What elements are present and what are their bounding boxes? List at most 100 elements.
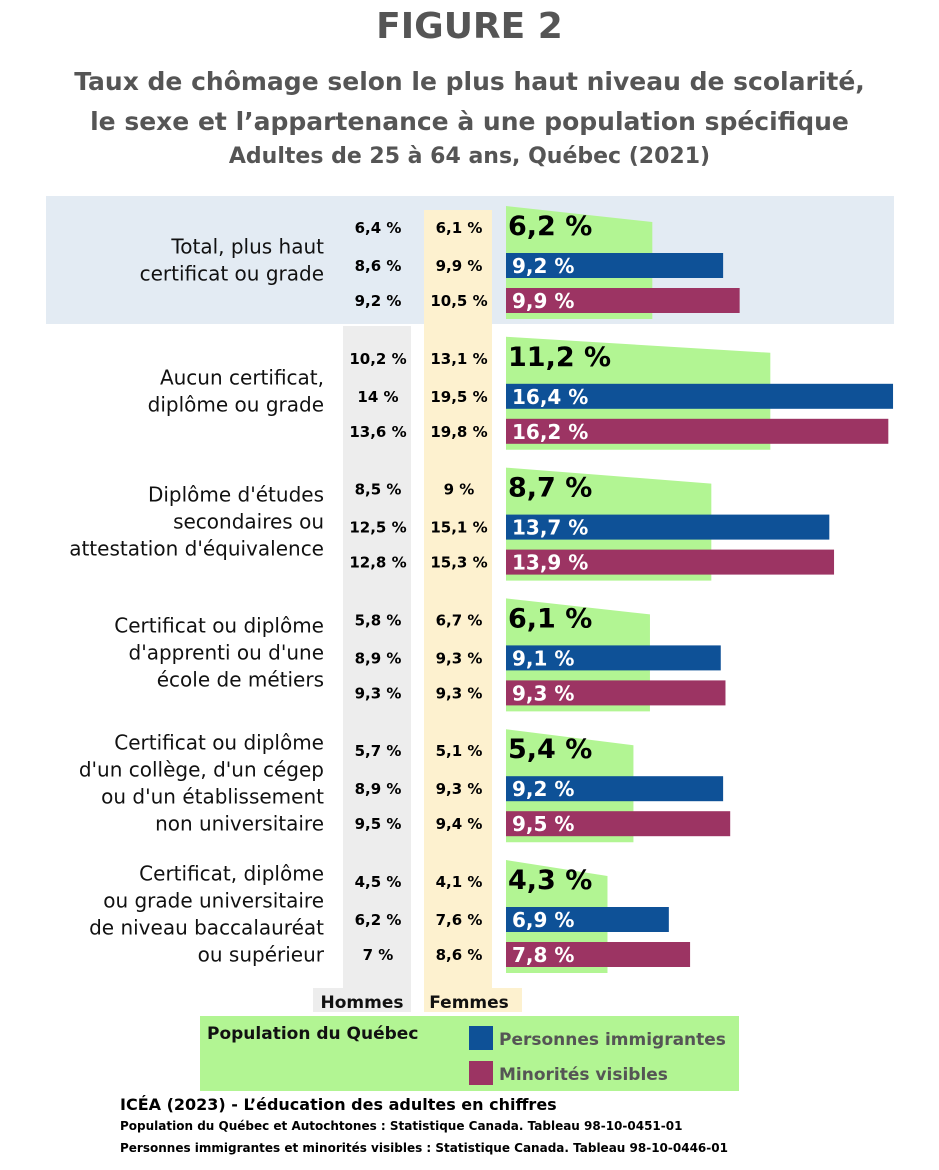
femmes-value: 19,8 % xyxy=(430,423,487,441)
femmes-value: 10,5 % xyxy=(430,292,487,310)
femmes-value: 15,3 % xyxy=(430,554,487,572)
category-label: de niveau baccalauréat xyxy=(89,916,324,940)
category-label: diplôme ou grade xyxy=(148,392,324,416)
category-label: Aucun certificat, xyxy=(160,365,324,389)
category-label: Certificat, diplôme xyxy=(139,862,324,886)
bar-value-label-quebec: 5,4 % xyxy=(508,734,592,765)
bar-value-label: 9,2 % xyxy=(512,777,574,801)
hommes-header: Hommes xyxy=(321,993,404,1013)
category-label: Diplôme d'études xyxy=(148,483,324,507)
bar-minorites-visibles xyxy=(506,942,691,967)
bar-value-label: 16,4 % xyxy=(512,385,588,409)
hommes-value: 6,2 % xyxy=(355,911,402,929)
bar-minorites-visibles xyxy=(506,680,726,706)
category-label: ou supérieur xyxy=(198,943,325,967)
hommes-value: 12,5 % xyxy=(349,519,406,537)
hommes-value: 8,6 % xyxy=(355,257,402,275)
category-label: Total, plus haut xyxy=(170,235,324,259)
source-note-immigrants: Personnes immigrantes et minorités visib… xyxy=(120,1141,728,1155)
chart-title: Taux de chômage selon le plus haut nivea… xyxy=(0,62,939,142)
femmes-value: 8,6 % xyxy=(436,946,483,964)
bar-value-label-quebec: 4,3 % xyxy=(508,865,592,896)
hommes-value: 9,3 % xyxy=(355,684,402,702)
bar-personnes-immigrantes xyxy=(506,514,830,540)
bar-value-label: 7,8 % xyxy=(512,943,574,967)
femmes-value: 9 % xyxy=(444,481,475,499)
femmes-value: 9,9 % xyxy=(436,257,483,275)
hommes-value: 6,4 % xyxy=(355,219,402,237)
femmes-column-bg xyxy=(424,210,492,990)
bar-minorites-visibles xyxy=(506,549,835,575)
legend-label-population-quebec: Population du Québec xyxy=(207,1024,418,1044)
hommes-column-bg xyxy=(343,326,411,990)
hommes-value: 5,8 % xyxy=(355,611,402,629)
hommes-value: 8,9 % xyxy=(355,649,402,667)
hommes-value: 4,5 % xyxy=(355,873,402,891)
hommes-value: 8,5 % xyxy=(355,481,402,499)
legend-swatch-immigrants xyxy=(469,1026,493,1050)
hommes-value: 7 % xyxy=(363,946,394,964)
bar-value-label-quebec: 6,2 % xyxy=(508,211,592,242)
femmes-value: 4,1 % xyxy=(436,873,483,891)
bar-value-label-quebec: 11,2 % xyxy=(508,342,611,373)
category-label: Certificat ou diplôme xyxy=(114,731,324,755)
bar-value-label: 9,9 % xyxy=(512,289,574,313)
legend-label-immigrants: Personnes immigrantes xyxy=(499,1030,726,1050)
femmes-value: 19,5 % xyxy=(430,388,487,406)
chart-subtitle: Adultes de 25 à 64 ans, Québec (2021) xyxy=(228,144,711,169)
legend-swatch-minorities xyxy=(469,1061,493,1085)
bar-value-label: 6,9 % xyxy=(512,908,574,932)
femmes-value: 6,7 % xyxy=(436,611,483,629)
figure-label: FIGURE 2 xyxy=(376,6,563,47)
hommes-value: 12,8 % xyxy=(349,554,406,572)
femmes-value: 9,3 % xyxy=(436,684,483,702)
category-label: d'un collège, d'un cégep xyxy=(79,758,324,782)
hommes-value: 5,7 % xyxy=(355,742,402,760)
bar-value-label-quebec: 6,1 % xyxy=(508,603,592,634)
hommes-value: 8,9 % xyxy=(355,780,402,798)
femmes-value: 5,1 % xyxy=(436,742,483,760)
femmes-header-bg xyxy=(424,988,522,1012)
category-label: Certificat ou diplôme xyxy=(114,613,324,637)
femmes-value: 9,3 % xyxy=(436,780,483,798)
hommes-header-bg xyxy=(313,988,411,1012)
category-label: d'apprenti ou d'une xyxy=(129,640,324,664)
femmes-value: 9,4 % xyxy=(436,815,483,833)
femmes-value: 6,1 % xyxy=(436,219,483,237)
femmes-value: 15,1 % xyxy=(430,519,487,537)
category-label: certificat ou grade xyxy=(140,262,324,286)
bar-minorites-visibles xyxy=(506,811,731,837)
chart-title-line-2: le sexe et l’appartenance à une populati… xyxy=(90,107,849,136)
category-label: ou grade universitaire xyxy=(103,889,324,913)
category-label: école de métiers xyxy=(157,667,324,691)
category-label: non universitaire xyxy=(155,812,324,836)
hommes-value: 14 % xyxy=(357,388,398,406)
femmes-value: 13,1 % xyxy=(430,350,487,368)
femmes-header: Femmes xyxy=(429,993,509,1013)
bar-value-label: 9,3 % xyxy=(512,681,574,705)
category-label: attestation d'équivalence xyxy=(69,537,324,561)
bar-value-label: 9,1 % xyxy=(512,646,574,670)
category-label: ou d'un établissement xyxy=(101,785,324,809)
hommes-value: 10,2 % xyxy=(349,350,406,368)
source-note-quebec: Population du Québec et Autochtones : St… xyxy=(120,1119,683,1133)
bar-value-label: 13,7 % xyxy=(512,516,588,540)
bar-value-label-quebec: 8,7 % xyxy=(508,473,592,504)
femmes-value: 9,3 % xyxy=(436,649,483,667)
hommes-value: 13,6 % xyxy=(349,423,406,441)
bar-personnes-immigrantes xyxy=(506,907,669,932)
bar-minorites-visibles xyxy=(506,418,889,444)
legend-label-minorities: Minorités visibles xyxy=(499,1065,668,1085)
bar-minorites-visibles xyxy=(506,288,740,313)
bar-personnes-immigrantes xyxy=(506,645,721,671)
source-citation: ICÉA (2023) - L’éducation des adultes en… xyxy=(120,1095,557,1114)
bar-personnes-immigrantes xyxy=(506,253,724,278)
bar-value-label: 13,9 % xyxy=(512,551,588,575)
category-label: secondaires ou xyxy=(173,510,324,534)
bar-personnes-immigrantes xyxy=(506,776,724,802)
bar-value-label: 9,5 % xyxy=(512,812,574,836)
bar-value-label: 9,2 % xyxy=(512,254,574,278)
chart-title-line-1: Taux de chômage selon le plus haut nivea… xyxy=(74,67,865,96)
bar-value-label: 16,2 % xyxy=(512,420,588,444)
